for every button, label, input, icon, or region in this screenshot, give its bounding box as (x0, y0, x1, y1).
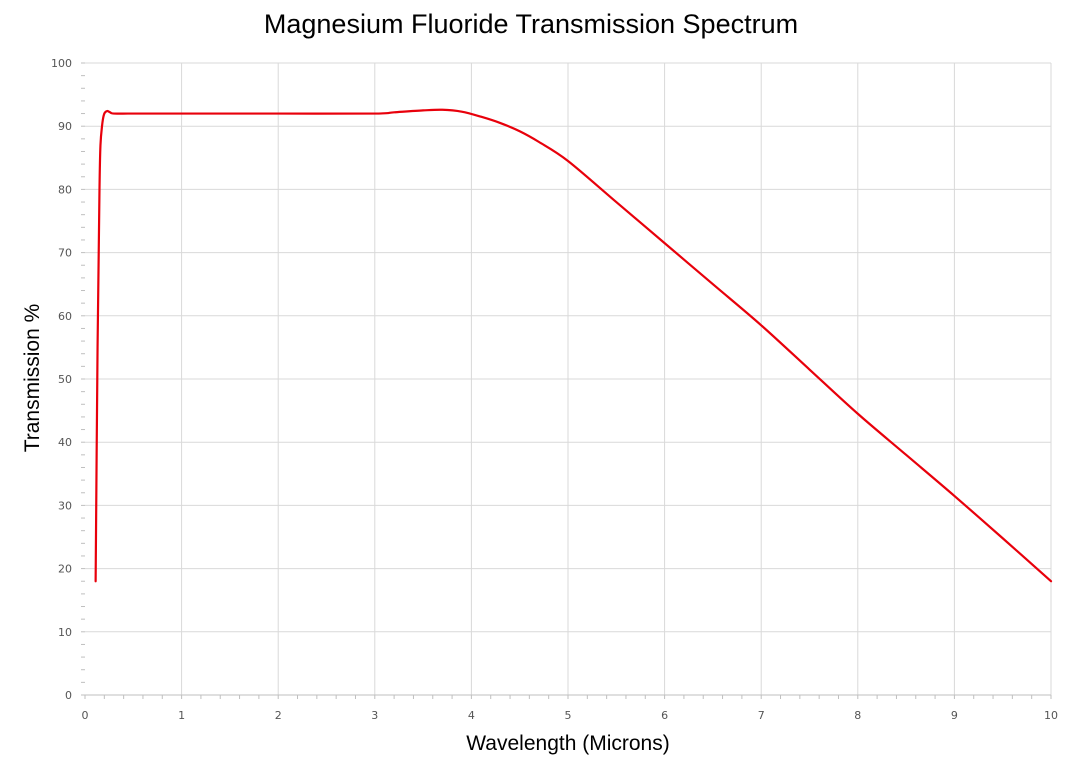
x-tick-label: 3 (371, 709, 378, 722)
x-tick-label: 9 (951, 709, 958, 722)
y-tick-label: 20 (58, 563, 72, 576)
grid-lines (85, 62, 1052, 695)
y-tick-label: 10 (58, 626, 72, 639)
x-tick-labels: 0 1 2 3 4 5 6 7 8 9 10 (82, 709, 1059, 722)
x-tick-label: 5 (565, 709, 572, 722)
y-tick-label: 100 (51, 57, 72, 70)
y-tick-labels: 0 10 20 30 40 50 60 70 80 90 100 (51, 57, 72, 702)
y-tick-label: 80 (58, 183, 72, 196)
x-tick-label: 1 (178, 709, 185, 722)
y-tick-label: 40 (58, 436, 72, 449)
y-tick-label: 30 (58, 499, 72, 512)
x-tick-label: 8 (854, 709, 861, 722)
x-tick-label: 0 (82, 709, 89, 722)
x-tick-label: 6 (661, 709, 668, 722)
y-tick-label: 50 (58, 373, 72, 386)
series-layer (94, 108, 1053, 583)
y-tick-label: 90 (58, 120, 72, 133)
x-tick-label: 2 (275, 709, 282, 722)
y-axis-title: Transmission % (21, 304, 44, 453)
y-tick-label: 70 (58, 247, 72, 260)
series-line (94, 108, 1053, 583)
minor-ticks (81, 62, 1052, 699)
x-tick-label: 10 (1044, 709, 1058, 722)
y-tick-label: 60 (58, 310, 72, 323)
y-tick-label: 0 (65, 689, 72, 702)
x-tick-label: 4 (468, 709, 475, 722)
chart-title: Magnesium Fluoride Transmission Spectrum (264, 9, 798, 39)
x-axis-title: Wavelength (Microns) (466, 732, 669, 755)
x-tick-label: 7 (758, 709, 765, 722)
